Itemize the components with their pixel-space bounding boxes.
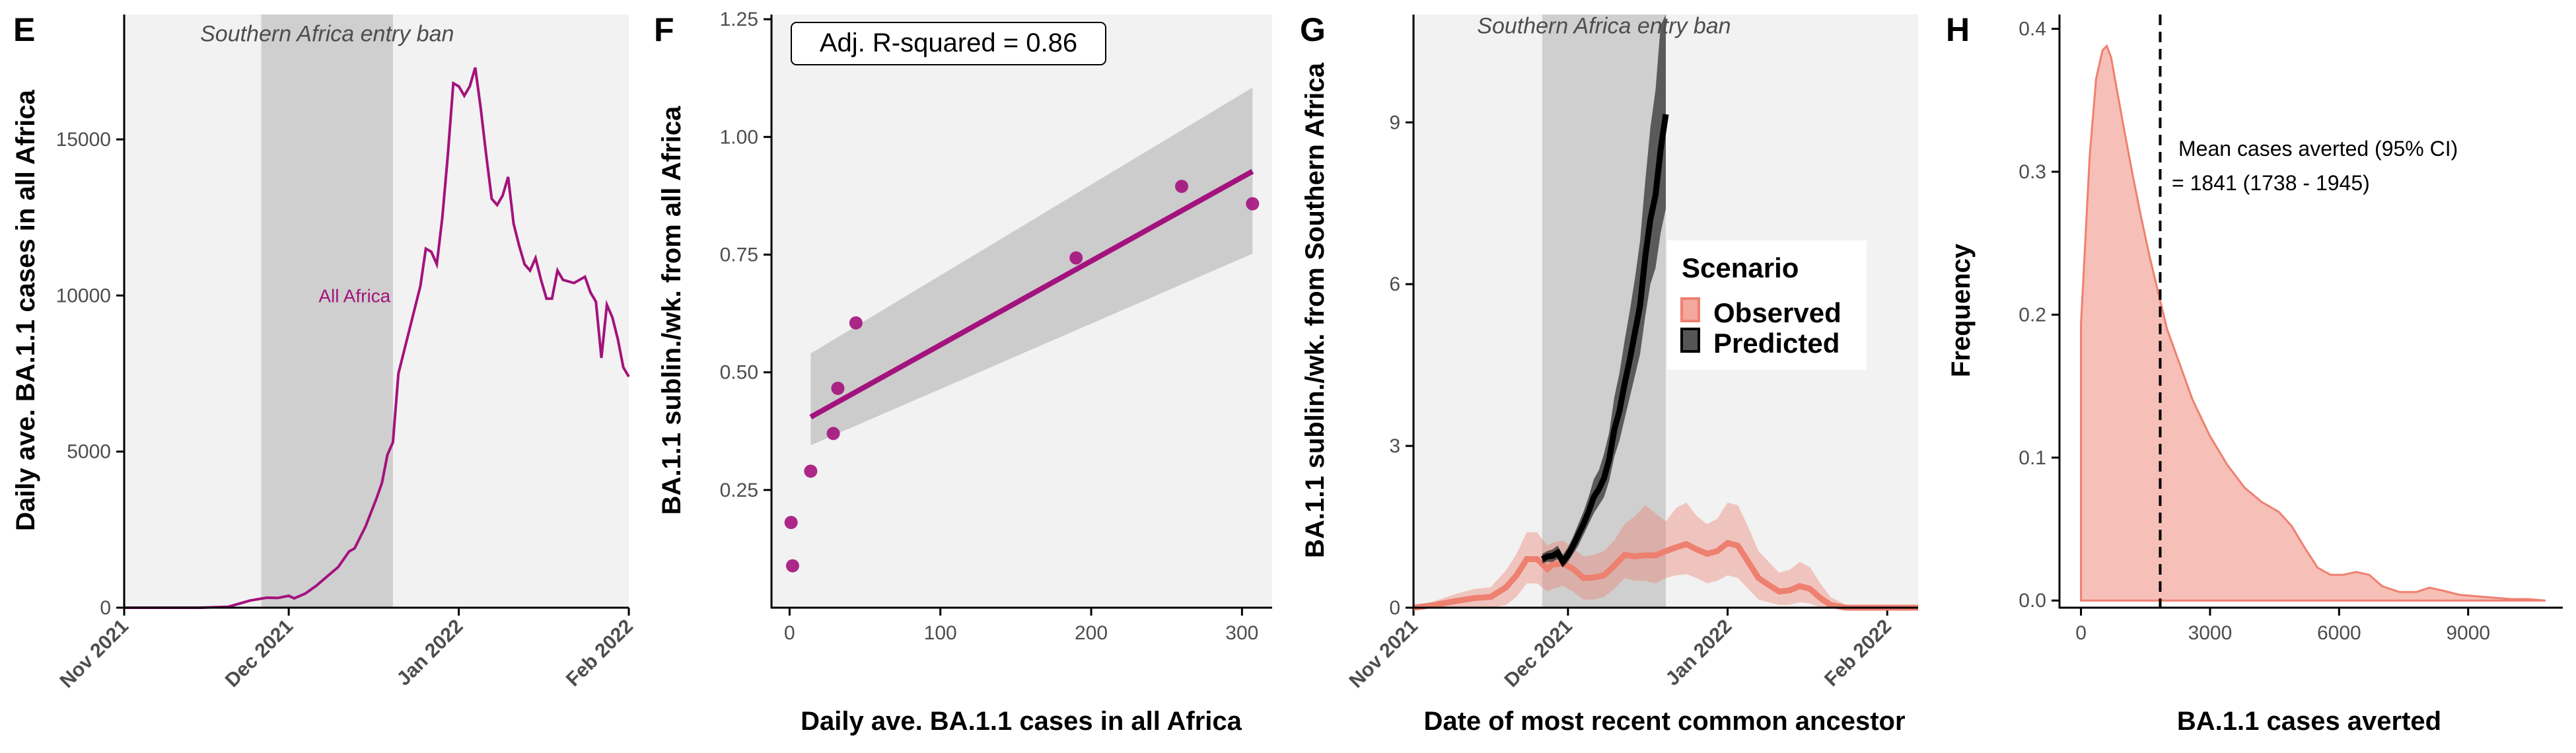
panel-e-x-tick-label: Feb 2022	[562, 616, 637, 691]
panel-e: E Nov 2021 Dec 2021 Jan 2022 Feb 2022 0 5000 1…	[11, 11, 637, 692]
panel-e-x-tick-label: Jan 2022	[393, 616, 468, 690]
panel-e-y-axis-title: Daily ave. BA.1.1 cases in all Africa	[11, 89, 40, 531]
panel-f-point	[849, 316, 863, 330]
panel-h-annotation-line-2: = 1841 (1738 - 1945)	[2172, 171, 2370, 195]
panel-h-annotation-line-1: Mean cases averted (95% CI)	[2178, 137, 2458, 161]
panel-e-x-tick-label: Dec 2021	[221, 616, 297, 692]
panel-f-r-squared-label: Adj. R-squared = 0.86	[820, 28, 1077, 57]
panel-h-y-tick-label: 0.3	[2019, 161, 2046, 183]
panel-g-y-tick-label: 3	[1389, 435, 1400, 457]
panel-f-point	[1069, 251, 1083, 265]
panel-f-ticks: 0 100 200 300 0.25 0.50 0.75 1.00 1.25	[720, 9, 1259, 644]
panel-e-y-tick-label: 15000	[56, 129, 111, 151]
panel-h-x-axis-title: BA.1.1 cases averted	[2177, 707, 2441, 736]
panel-f-point	[804, 464, 818, 478]
panel-g-legend-predicted-key	[1680, 328, 1700, 353]
panel-h: H 0 3000 6000 9000 0.0 0.1 0.2 0.3 0.4 Mean case…	[1946, 11, 2563, 736]
panel-g-legend-observed-key	[1680, 297, 1700, 322]
panel-h-x-tick-label: 6000	[2317, 622, 2361, 644]
panel-g: G Nov 2021 Dec 2021 Jan 2022 Feb 2022 0 3 6 9 S…	[1300, 11, 1918, 736]
panel-f-x-tick-label: 300	[1225, 622, 1258, 644]
panel-e-entry-ban-shade	[261, 15, 393, 608]
panel-h-density-area	[2080, 44, 2546, 602]
panel-f-point	[1246, 197, 1260, 211]
panel-g-legend-predicted-label: Predicted	[1713, 328, 1840, 359]
panel-g-y-tick-label: 6	[1389, 273, 1400, 295]
panel-label-f: F	[654, 11, 674, 48]
panel-g-legend-observed-label: Observed	[1713, 297, 1842, 328]
panel-e-series-label: All Africa	[318, 285, 390, 306]
panel-f-point	[785, 559, 799, 573]
panel-g-entry-ban-label: Southern Africa entry ban	[1477, 13, 1731, 38]
panel-f-point	[826, 427, 840, 441]
panel-g-x-axis-title: Date of most recent common ancestor	[1423, 707, 1905, 736]
panel-h-x-tick-label: 9000	[2446, 622, 2490, 644]
panel-f-fit-line	[809, 168, 1254, 419]
panel-g-observed-line	[1413, 540, 1918, 611]
panel-e-y-tick-label: 5000	[67, 441, 111, 463]
panel-f-x-tick-label: 200	[1075, 622, 1108, 644]
panel-h-y-tick-label: 0.4	[2019, 18, 2046, 40]
panel-e-y-tick-label: 0	[100, 597, 111, 619]
panel-h-ticks: 0 3000 6000 9000 0.0 0.1 0.2 0.3 0.4	[2019, 18, 2490, 644]
panel-e-entry-ban-label: Southern Africa entry ban	[200, 21, 454, 46]
panel-g-legend-title: Scenario	[1682, 252, 1799, 283]
panel-h-y-tick-label: 0.1	[2019, 447, 2046, 469]
panel-h-y-tick-label: 0.0	[2019, 590, 2046, 612]
panel-g-legend: Scenario Observed Predicted	[1667, 240, 1867, 370]
panel-label-e: E	[13, 11, 35, 48]
panel-f-y-tick-label: 0.50	[720, 362, 758, 384]
panel-f-x-axis-title: Daily ave. BA.1.1 cases in all Africa	[801, 707, 1242, 736]
panel-h-x-tick-label: 3000	[2188, 622, 2233, 644]
panel-f-r-squared-box	[791, 22, 1106, 65]
panel-g-x-tick-label: Dec 2021	[1500, 616, 1576, 692]
panel-e-y-tick-label: 10000	[56, 285, 111, 306]
panel-g-legend-box	[1667, 240, 1867, 370]
panel-f-point	[1175, 180, 1189, 194]
panel-f-y-tick-label: 1.00	[720, 126, 758, 148]
panel-e-all-africa-line	[124, 67, 630, 609]
panel-g-y-tick-label: 0	[1389, 597, 1400, 619]
panel-label-h: H	[1946, 11, 1970, 48]
panel-f-y-tick-label: 1.25	[720, 9, 758, 30]
panel-f-x-tick-label: 100	[924, 622, 957, 644]
panel-h-x-tick-label: 0	[2075, 622, 2087, 644]
panel-f-x-tick-label: 0	[784, 622, 795, 644]
panel-g-x-tick-label: Jan 2022	[1662, 616, 1736, 690]
panel-h-y-axis-title: Frequency	[1947, 243, 1976, 377]
panel-f-y-axis-title: BA.1.1 sublin./wk. from all Africa	[657, 106, 686, 515]
panel-g-y-tick-label: 9	[1389, 112, 1400, 133]
panel-g-predicted-line	[1540, 114, 1669, 567]
panel-f-point	[831, 381, 845, 395]
panel-g-x-tick-label: Feb 2022	[1820, 616, 1896, 691]
panel-f-points	[784, 180, 1260, 573]
panel-label-g: G	[1300, 11, 1326, 48]
panel-f-y-tick-label: 0.75	[720, 244, 758, 266]
panel-h-y-tick-label: 0.2	[2019, 304, 2046, 326]
panel-g-observed-band	[1413, 502, 1918, 608]
panel-e-x-tick-label: Nov 2021	[55, 616, 132, 692]
panel-f: F 0 100 200 300 0.25 0.50 0.75 1.00 1.25 Adj. R-…	[654, 9, 1272, 736]
panel-g-x-tick-label: Nov 2021	[1345, 616, 1421, 692]
panel-g-y-axis-title: BA.1.1 sublin./wk. from Southern Africa	[1301, 62, 1330, 558]
panel-f-y-tick-label: 0.25	[720, 480, 758, 501]
panel-f-point	[784, 516, 798, 530]
